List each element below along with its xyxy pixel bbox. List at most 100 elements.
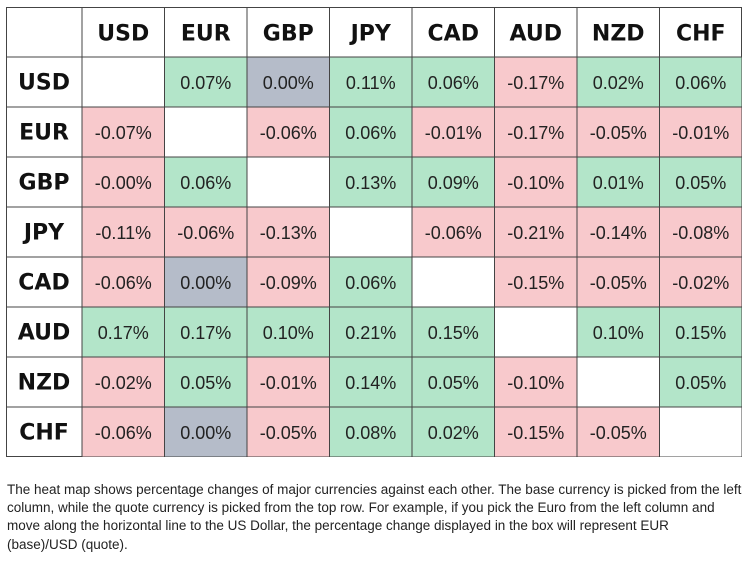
- cell-value: -0.13%: [260, 223, 317, 243]
- heatmap-cell-nzd-eur: 0.05%: [164, 356, 248, 408]
- cell-value: 0.21%: [345, 323, 396, 343]
- row-header-chf: CHF: [19, 421, 69, 446]
- heatmap-cell-aud-gbp: 0.10%: [246, 306, 330, 358]
- heatmap-cell-usd-eur: 0.07%: [164, 56, 248, 108]
- cell-fill: [411, 406, 495, 457]
- column-header-nzd: NZD: [592, 22, 645, 47]
- heatmap-cell-chf-aud: -0.15%: [494, 406, 578, 457]
- cell-fill: [576, 156, 660, 208]
- row-header-aud: AUD: [18, 321, 70, 346]
- cell-fill: [329, 206, 413, 258]
- heatmap-cell-nzd-nzd: [576, 356, 660, 408]
- heatmap-cell-eur-aud: -0.17%: [494, 106, 578, 158]
- cell-value: 0.00%: [180, 423, 231, 443]
- cell-value: 0.05%: [675, 373, 726, 393]
- heatmap-cell-jpy-aud: -0.21%: [494, 206, 578, 258]
- heatmap-cell-cad-aud: -0.15%: [494, 256, 578, 308]
- heatmap-cell-nzd-usd: -0.02%: [81, 356, 165, 408]
- heatmap-cell-jpy-gbp: -0.13%: [246, 206, 330, 258]
- cell-value: -0.05%: [590, 273, 647, 293]
- cell-value: 0.05%: [675, 173, 726, 193]
- row-header-eur: EUR: [19, 121, 69, 146]
- heatmap-cell-cad-gbp: -0.09%: [246, 256, 330, 308]
- cell-fill: [164, 256, 248, 308]
- heatmap-cell-cad-cad: [411, 256, 495, 308]
- heatmap-cell-jpy-eur: -0.06%: [164, 206, 248, 258]
- cell-value: -0.06%: [95, 273, 152, 293]
- cell-fill: [164, 156, 248, 208]
- cell-value: 0.17%: [98, 323, 149, 343]
- cell-value: 0.15%: [675, 323, 726, 343]
- cell-fill: [81, 156, 165, 208]
- heatmap-labels: USD EUR GBP JPY CAD AUD NZD CHF USD EUR GBP JPY CAD A…: [6, 7, 742, 457]
- heatmap-caption: The heat map shows percentage changes of…: [7, 482, 742, 552]
- cell-fill: [164, 56, 248, 108]
- cell-fill: [494, 406, 578, 457]
- cell-value: 0.08%: [345, 423, 396, 443]
- heatmap-cell-gbp-chf: 0.05%: [659, 156, 742, 208]
- heatmap-cell-eur-cad: -0.01%: [411, 106, 495, 158]
- column-header-jpy: JPY: [349, 22, 392, 47]
- heatmap-cell-chf-nzd: -0.05%: [576, 406, 660, 457]
- cell-value: 0.06%: [345, 123, 396, 143]
- heatmap-cell-eur-eur: [164, 106, 248, 158]
- cell-fill: [659, 156, 742, 208]
- cell-fill: [246, 206, 330, 258]
- cell-value: -0.06%: [260, 123, 317, 143]
- heatmap-cell-eur-jpy: 0.06%: [329, 106, 413, 158]
- heatmap-cell-gbp-nzd: 0.01%: [576, 156, 660, 208]
- row-header-jpy: JPY: [22, 221, 65, 246]
- cell-value: -0.08%: [672, 223, 729, 243]
- heatmap-cell-usd-jpy: 0.11%: [329, 56, 413, 108]
- heatmap-cell-eur-nzd: -0.05%: [576, 106, 660, 158]
- heatmap-cell-gbp-eur: 0.06%: [164, 156, 248, 208]
- heatmap-cell-aud-chf: 0.15%: [659, 306, 742, 358]
- heatmap-cell-aud-nzd: 0.10%: [576, 306, 660, 358]
- cell-fill: [81, 256, 165, 308]
- column-header-usd: USD: [97, 22, 149, 47]
- cell-fill: [659, 56, 742, 108]
- cell-value: 0.07%: [180, 73, 231, 93]
- heatmap-cell-eur-usd: -0.07%: [81, 106, 165, 158]
- cell-value: 0.05%: [428, 373, 479, 393]
- cell-value: -0.05%: [590, 123, 647, 143]
- cell-value: 0.01%: [593, 173, 644, 193]
- cell-fill: [81, 206, 165, 258]
- heatmap-cell-cad-usd: -0.06%: [81, 256, 165, 308]
- cell-value: 0.09%: [428, 173, 479, 193]
- cell-value: -0.01%: [425, 123, 482, 143]
- cell-fill: [659, 206, 742, 258]
- cell-fill: [246, 356, 330, 408]
- cell-fill: [494, 106, 578, 158]
- heatmap-cell-nzd-cad: 0.05%: [411, 356, 495, 408]
- cell-value: -0.14%: [590, 223, 647, 243]
- row-header-gbp: GBP: [19, 171, 70, 196]
- cell-value: -0.05%: [590, 423, 647, 443]
- cell-value: -0.17%: [507, 123, 564, 143]
- cell-value: 0.00%: [263, 73, 314, 93]
- cell-fill: [329, 106, 413, 158]
- cell-value: -0.15%: [507, 423, 564, 443]
- cell-fill: [576, 356, 660, 408]
- heatmap-cell-nzd-aud: -0.10%: [494, 356, 578, 408]
- heatmap-cell-aud-cad: 0.15%: [411, 306, 495, 358]
- cell-value: -0.02%: [95, 373, 152, 393]
- column-header-chf: CHF: [676, 22, 726, 47]
- heatmap-cell-gbp-aud: -0.10%: [494, 156, 578, 208]
- cell-value: 0.02%: [428, 423, 479, 443]
- heatmap-cell-gbp-jpy: 0.13%: [329, 156, 413, 208]
- cell-value: -0.10%: [507, 373, 564, 393]
- heatmap-cell-jpy-chf: -0.08%: [659, 206, 742, 258]
- cell-value: -0.01%: [672, 123, 729, 143]
- cell-value: 0.00%: [180, 273, 231, 293]
- cell-fill: [329, 156, 413, 208]
- cell-value: -0.10%: [507, 173, 564, 193]
- heatmap-cell-gbp-usd: -0.00%: [81, 156, 165, 208]
- cell-value: 0.05%: [180, 373, 231, 393]
- cell-value: -0.11%: [95, 223, 151, 243]
- heatmap-cell-cad-chf: -0.02%: [659, 256, 742, 308]
- cell-fill: [81, 406, 165, 457]
- column-header-aud: AUD: [510, 22, 562, 47]
- cell-fill: [659, 406, 742, 457]
- heatmap-cell-aud-aud: [494, 306, 578, 358]
